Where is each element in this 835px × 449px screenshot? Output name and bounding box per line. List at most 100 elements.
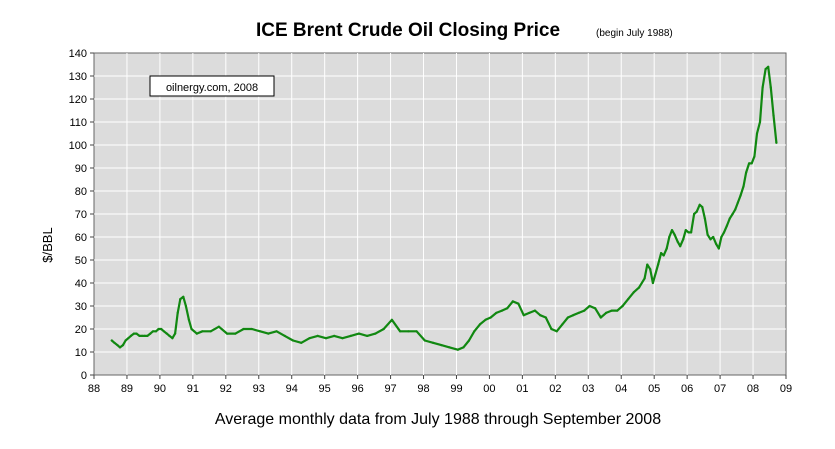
data-point <box>621 304 624 308</box>
x-tick-label: 93 <box>253 383 265 395</box>
chart-title: ICE Brent Crude Oil Closing Price <box>256 20 560 41</box>
y-tick-label: 40 <box>75 278 87 290</box>
data-point <box>698 203 701 206</box>
data-point <box>725 224 729 227</box>
y-tick-label: 10 <box>75 347 87 359</box>
data-point <box>594 307 597 310</box>
data-point <box>764 68 767 71</box>
x-tick-label: 08 <box>747 383 759 395</box>
data-point <box>448 346 451 349</box>
data-point <box>767 65 770 68</box>
data-point <box>643 277 646 280</box>
data-point <box>605 311 608 314</box>
data-point <box>234 332 237 335</box>
data-point <box>544 316 547 319</box>
data-point <box>456 348 459 351</box>
data-point <box>670 229 674 232</box>
data-point <box>717 247 720 250</box>
data-point <box>676 240 679 243</box>
data-point <box>193 330 196 333</box>
x-tick-label: 07 <box>714 383 726 395</box>
data-point <box>291 339 295 342</box>
data-point <box>775 141 778 144</box>
y-tick-label: 110 <box>69 117 87 129</box>
data-point <box>341 337 344 340</box>
data-point <box>772 114 775 117</box>
data-point <box>259 330 262 333</box>
data-point <box>110 339 113 342</box>
data-point <box>748 162 751 165</box>
data-point <box>141 334 144 337</box>
data-point <box>118 346 122 349</box>
y-tick-label: 100 <box>69 140 87 152</box>
x-tick-label: 09 <box>780 383 792 395</box>
data-point <box>715 242 718 245</box>
data-point <box>478 323 481 326</box>
annotation-text: oilnergy.com, 2008 <box>166 82 258 94</box>
data-point <box>682 238 685 241</box>
data-point <box>201 330 204 333</box>
annotation-box <box>149 75 275 97</box>
data-point <box>668 235 671 239</box>
data-point <box>561 323 564 326</box>
y-tick-label: 130 <box>69 71 87 83</box>
data-point <box>706 233 709 236</box>
data-point <box>722 231 726 234</box>
data-point <box>657 263 660 266</box>
data-point <box>184 304 187 308</box>
data-point <box>250 327 253 331</box>
data-point <box>701 206 704 209</box>
x-tick-label: 99 <box>450 383 462 395</box>
data-point <box>432 341 435 344</box>
data-point <box>382 327 385 331</box>
y-tick-label: 140 <box>69 48 87 60</box>
data-point <box>720 235 723 239</box>
data-point <box>566 316 570 319</box>
data-point <box>755 132 759 135</box>
data-point <box>209 330 212 333</box>
data-point <box>761 86 764 89</box>
y-tick-label: 50 <box>75 255 87 267</box>
data-point <box>138 334 141 337</box>
data-point <box>734 208 737 211</box>
data-point <box>275 330 278 333</box>
data-point <box>308 337 311 340</box>
data-point <box>703 217 707 220</box>
data-point <box>649 268 652 271</box>
data-point <box>684 229 687 232</box>
data-point <box>124 339 127 342</box>
data-point <box>333 334 336 337</box>
x-tick-label: 96 <box>351 383 363 395</box>
x-tick-label: 89 <box>121 383 133 395</box>
x-axis: 88 89 90 91 92 93 94 95 96 97 98 99 00 01 02 03 04 05 06 07… <box>88 375 792 395</box>
data-point <box>484 318 487 321</box>
data-point <box>533 309 537 312</box>
x-tick-label: 92 <box>220 383 232 395</box>
x-tick-label: 01 <box>516 383 528 395</box>
data-point <box>758 120 762 124</box>
y-tick-label: 20 <box>75 324 87 336</box>
data-point <box>399 330 402 333</box>
data-point <box>753 155 756 158</box>
data-point <box>467 339 471 342</box>
data-point <box>357 332 360 335</box>
y-tick-label: 70 <box>75 209 87 221</box>
data-point <box>143 334 146 337</box>
data-point <box>349 334 352 337</box>
data-point <box>550 327 553 331</box>
data-point <box>517 302 520 305</box>
y-tick-label: 120 <box>69 94 87 106</box>
x-tick-label: 05 <box>648 383 660 395</box>
data-point <box>709 238 712 241</box>
y-axis-label: $/BBL <box>40 227 55 262</box>
x-tick-label: 00 <box>483 383 495 395</box>
y-tick-label: 80 <box>75 186 87 198</box>
x-tick-label: 91 <box>187 383 199 395</box>
data-point <box>168 334 171 337</box>
data-point <box>632 291 635 294</box>
data-point <box>187 318 190 321</box>
data-point <box>242 327 245 331</box>
data-point <box>113 341 116 344</box>
